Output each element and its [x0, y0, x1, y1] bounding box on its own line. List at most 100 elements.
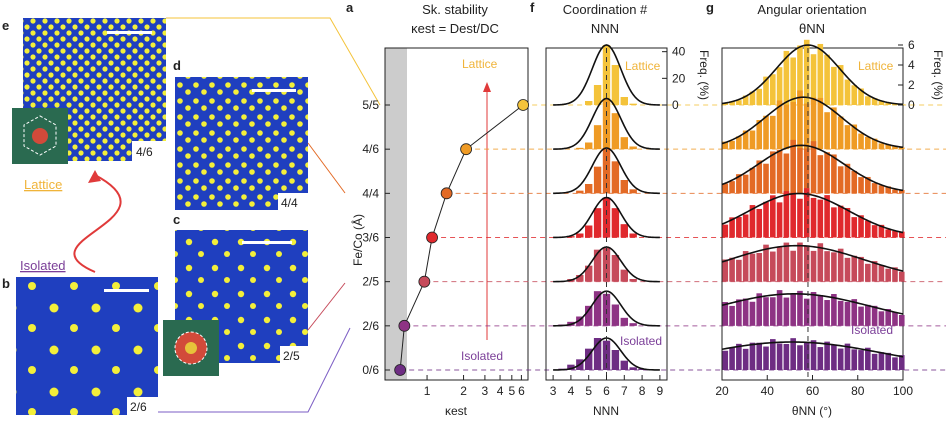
- panel-g-bar: [803, 148, 810, 194]
- panel-f-chart: Coordination # NNN NNN Freq. (%) Lattice…: [545, 2, 711, 418]
- panel-f-bar: [593, 125, 602, 150]
- panel-g-bar: [756, 342, 763, 370]
- panel-g-bar: [817, 347, 824, 370]
- panel-g-bar: [831, 344, 837, 370]
- panel-f-bar: [629, 189, 637, 194]
- panel-f-bar: [620, 224, 628, 238]
- panel-g-bar: [831, 107, 837, 150]
- panel-g-bar: [776, 202, 783, 238]
- panel-label-d: d: [173, 58, 181, 73]
- panel-f-bar: [611, 304, 620, 326]
- panel-g-bar: [763, 346, 769, 370]
- panel-g-bar: [898, 315, 905, 326]
- panel-g-bar: [851, 299, 858, 326]
- panel-f-ytick-label: 40: [672, 45, 686, 59]
- panel-g-bar: [865, 304, 871, 326]
- panel-g-bar: [837, 205, 844, 238]
- panel-label-f: f: [530, 0, 535, 15]
- panel-a-isolated-text: Isolated: [461, 349, 503, 363]
- panel-g-bar: [858, 350, 864, 370]
- panel-g-ytick-label: 6: [908, 38, 915, 52]
- panel-g-bar: [797, 90, 803, 150]
- panel-f-bar: [620, 269, 628, 282]
- scale-bar-e: [107, 31, 152, 34]
- panel-g-bar: [722, 183, 729, 194]
- panel-g-bar: [742, 298, 749, 326]
- panel-g-bar: [858, 215, 864, 238]
- panel-g-bar: [844, 125, 851, 150]
- panel-g-bar: [871, 305, 878, 326]
- panel-g-xtick-label: 100: [893, 384, 913, 398]
- panel-f-bar: [620, 97, 628, 105]
- panel-f-ylabel: Freq. (%): [697, 50, 711, 100]
- panel-g-bar: [729, 217, 735, 238]
- panel-g-bar: [790, 192, 796, 238]
- panel-g-bar: [729, 347, 735, 370]
- panel-g-bar: [797, 148, 803, 194]
- panel-a-ylabel: Fe/Co (Å): [350, 214, 365, 266]
- panel-g-bar: [831, 207, 837, 238]
- panel-g-bar: [810, 197, 817, 238]
- panel-g-bar: [885, 102, 891, 105]
- panel-g-bar: [736, 259, 742, 282]
- panel-a-lattice-text: Lattice: [462, 57, 498, 71]
- corner-box-c: [280, 346, 308, 363]
- panel-g-bar: [892, 357, 898, 370]
- panel-g-bar: [722, 102, 729, 105]
- panel-g-bar: [878, 100, 885, 105]
- caption-isolated: Isolated: [20, 258, 66, 273]
- panel-f-bar: [585, 305, 593, 326]
- panel-g-bar: [878, 143, 885, 150]
- scale-bar-c: [242, 241, 292, 244]
- panel-a-xtick-label: 1: [424, 384, 431, 398]
- panel-g-bar: [885, 309, 891, 326]
- fft-hexagon-e: [23, 115, 57, 156]
- panel-g-bar: [810, 54, 817, 105]
- panel-g-bar: [722, 141, 729, 150]
- panel-g-bar: [783, 242, 790, 282]
- panel-g-bar: [756, 160, 763, 194]
- panel-g-bar: [742, 174, 749, 194]
- panel-g-bar: [803, 39, 810, 105]
- panel-g-bar: [776, 149, 783, 194]
- panel-g-bar: [837, 166, 844, 194]
- panel-g-bar: [749, 342, 756, 370]
- panel-f-xtick-label: 9: [657, 384, 664, 398]
- panel-g-bar: [756, 120, 763, 150]
- panel-g-bar: [722, 350, 729, 370]
- panel-g-bar: [844, 79, 851, 105]
- panel-a-point: [460, 143, 473, 156]
- panel-g-bar: [770, 339, 776, 370]
- panel-a-ytick-label: 2/6: [362, 319, 379, 333]
- panel-g-bar: [810, 97, 817, 150]
- panel-a-xtick-label: 6: [518, 384, 525, 398]
- panel-g-bar: [851, 124, 858, 150]
- panel-g-bar: [736, 100, 742, 105]
- panel-g-bar: [892, 189, 898, 194]
- panel-g-ytick-label: 2: [908, 78, 915, 92]
- panel-g-bar: [763, 244, 769, 282]
- panel-g-bar: [749, 205, 756, 238]
- panel-g-fit-curve: [721, 341, 904, 358]
- panel-g-bar: [729, 257, 735, 282]
- panel-g-bar: [817, 199, 824, 238]
- panel-f-bar: [585, 348, 593, 370]
- panel-f-bar: [567, 364, 575, 370]
- panel-g-subtitle: θNN: [799, 21, 825, 36]
- panel-g-bar: [742, 130, 749, 150]
- panel-f-bar: [611, 350, 620, 370]
- panel-label-a: a: [346, 0, 354, 15]
- panel-g-fit-curve: [721, 144, 904, 192]
- panel-g-bar: [892, 145, 898, 150]
- panel-g-ytick-label: 0: [908, 98, 915, 112]
- panel-a-point: [398, 319, 411, 332]
- panel-g-bar: [858, 306, 864, 326]
- panel-g-bar: [817, 97, 824, 150]
- panel-f-subtitle: NNN: [591, 21, 619, 36]
- panel-g-bar: [776, 246, 783, 282]
- panel-g-bar: [783, 153, 790, 194]
- panel-a-xtick-label: 2: [460, 384, 467, 398]
- panel-g-bar: [790, 101, 796, 150]
- panel-g-bar: [844, 301, 851, 326]
- panel-g-bar: [831, 294, 837, 326]
